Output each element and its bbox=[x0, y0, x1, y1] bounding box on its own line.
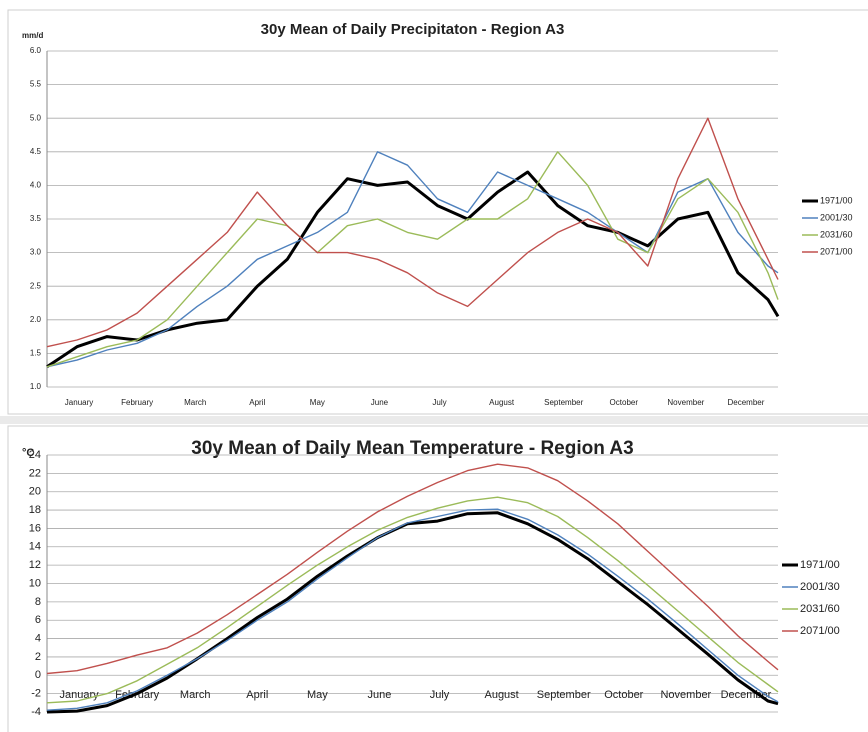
y-tick-label: 5.5 bbox=[30, 80, 42, 89]
x-tick-label: April bbox=[249, 398, 265, 407]
y-tick-label: -2 bbox=[31, 688, 41, 700]
x-tick-label: January bbox=[65, 398, 93, 407]
series-line bbox=[46, 463, 779, 675]
y-tick-label: -4 bbox=[31, 706, 41, 718]
chart-frame bbox=[7, 9, 868, 415]
chart-frame bbox=[7, 425, 868, 732]
y-tick-label: 4.5 bbox=[30, 147, 42, 156]
x-tick-label: September bbox=[544, 398, 583, 407]
x-tick-label: September bbox=[537, 689, 591, 701]
x-tick-label: November bbox=[667, 398, 704, 407]
legend-label: 2031/60 bbox=[800, 603, 840, 615]
y-tick-label: 8 bbox=[35, 596, 41, 608]
y-tick-label: 4 bbox=[35, 632, 41, 644]
x-tick-label: February bbox=[121, 398, 153, 407]
x-tick-label: July bbox=[432, 398, 446, 407]
x-tick-label: June bbox=[371, 398, 389, 407]
legend-label: 1971/00 bbox=[800, 559, 840, 571]
y-tick-label: 1.0 bbox=[30, 382, 42, 391]
y-tick-label: 2.5 bbox=[30, 281, 42, 290]
x-tick-label: July bbox=[430, 689, 450, 701]
legend-label: 2071/00 bbox=[800, 625, 840, 637]
y-tick-label: 12 bbox=[29, 559, 41, 571]
series-line bbox=[46, 496, 779, 704]
series-line bbox=[46, 511, 779, 714]
series-line bbox=[46, 151, 779, 368]
x-tick-label: August bbox=[489, 398, 515, 407]
x-tick-label: October bbox=[604, 689, 643, 701]
y-tick-label: 24 bbox=[29, 449, 41, 461]
y-unit-label: °C bbox=[22, 447, 34, 459]
x-tick-label: January bbox=[59, 689, 99, 701]
legend-label: 2071/00 bbox=[820, 246, 853, 256]
x-tick-label: November bbox=[660, 689, 711, 701]
series-line bbox=[46, 151, 779, 368]
x-tick-label: December bbox=[721, 689, 772, 701]
y-tick-label: 10 bbox=[29, 577, 41, 589]
x-tick-label: December bbox=[728, 398, 765, 407]
y-tick-label: 1.5 bbox=[30, 349, 42, 358]
series-line bbox=[46, 508, 779, 711]
legend-label: 2001/30 bbox=[800, 581, 840, 593]
y-tick-label: 22 bbox=[29, 467, 41, 479]
y-tick-label: 4.0 bbox=[30, 181, 42, 190]
y-tick-label: 5.0 bbox=[30, 113, 42, 122]
x-tick-label: April bbox=[246, 689, 268, 701]
y-tick-label: 14 bbox=[29, 541, 41, 553]
x-tick-label: March bbox=[180, 689, 211, 701]
separator bbox=[0, 416, 868, 424]
x-tick-label: June bbox=[368, 689, 392, 701]
y-tick-label: 6 bbox=[35, 614, 41, 626]
x-tick-label: May bbox=[307, 689, 328, 701]
y-tick-label: 3.5 bbox=[30, 214, 42, 223]
x-tick-label: October bbox=[610, 398, 639, 407]
x-tick-label: August bbox=[484, 689, 518, 701]
y-tick-label: 2.0 bbox=[30, 315, 42, 324]
chart-title: 30y Mean of Daily Precipitaton - Region … bbox=[261, 21, 565, 38]
y-tick-label: 20 bbox=[29, 486, 41, 498]
x-tick-label: March bbox=[184, 398, 206, 407]
y-tick-label: 0 bbox=[35, 669, 41, 681]
series-line bbox=[46, 170, 780, 369]
y-tick-label: 18 bbox=[29, 504, 41, 516]
y-tick-label: 6.0 bbox=[30, 46, 42, 55]
legend-label: 2001/30 bbox=[820, 212, 853, 222]
y-tick-label: 16 bbox=[29, 522, 41, 534]
y-unit-label: mm/d bbox=[22, 31, 43, 40]
legend-label: 1971/00 bbox=[820, 195, 853, 205]
x-tick-label: May bbox=[310, 398, 325, 407]
series-line bbox=[46, 117, 779, 348]
legend-label: 2031/60 bbox=[820, 229, 853, 239]
chart-title: 30y Mean of Daily Mean Temperature - Reg… bbox=[191, 438, 633, 459]
y-tick-label: 3.0 bbox=[30, 248, 42, 257]
y-tick-label: 2 bbox=[35, 651, 41, 663]
